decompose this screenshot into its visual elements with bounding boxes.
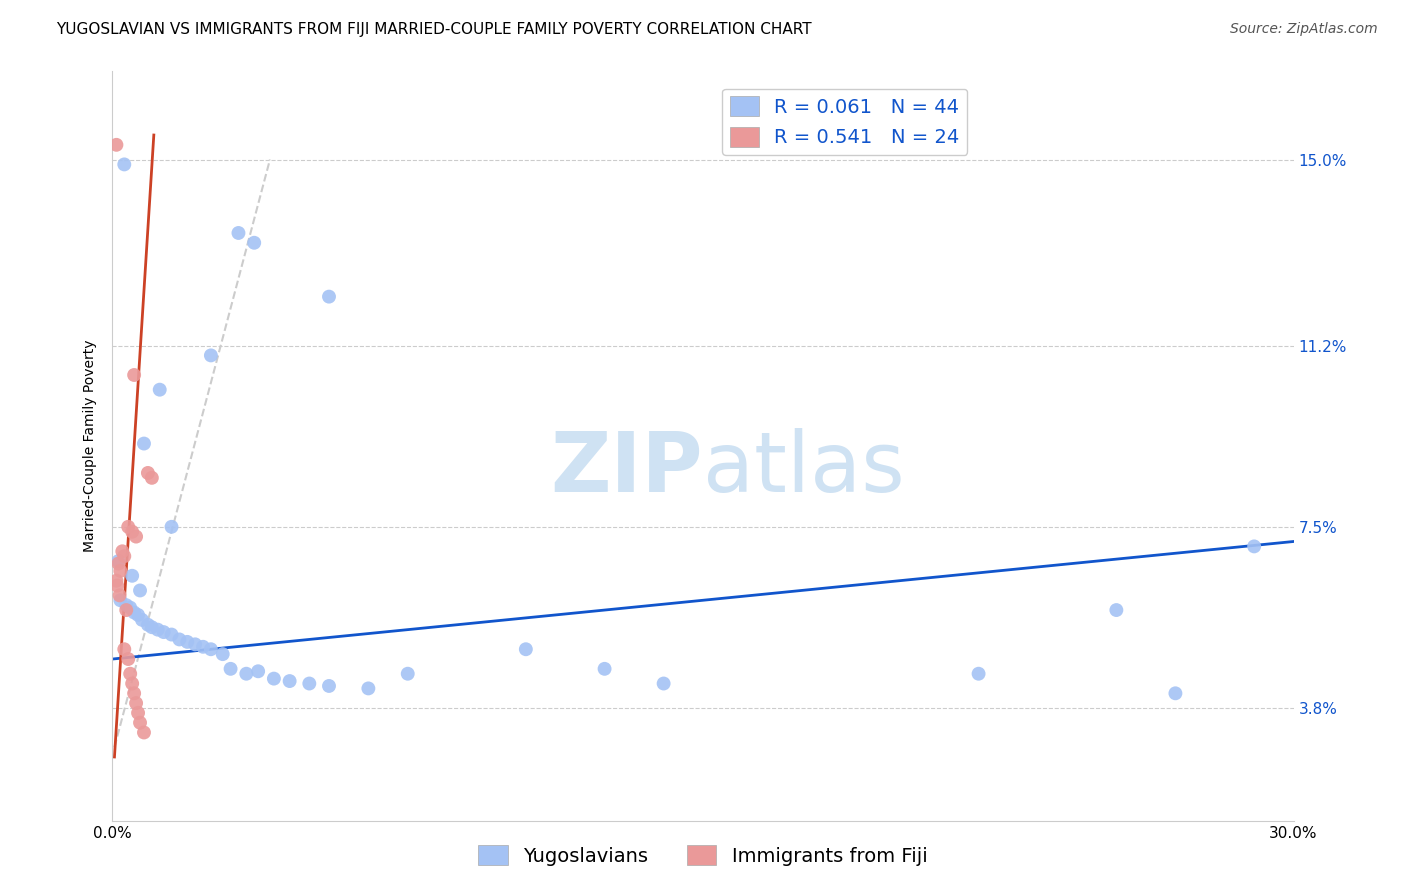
Text: YUGOSLAVIAN VS IMMIGRANTS FROM FIJI MARRIED-COUPLE FAMILY POVERTY CORRELATION CH: YUGOSLAVIAN VS IMMIGRANTS FROM FIJI MARR… [56,22,811,37]
Point [112,549,135,564]
Point [160,627,183,641]
Point [132,436,155,450]
Point [112,642,135,657]
Point [127,706,149,720]
Point [263,672,285,686]
Point [515,642,537,657]
Legend: Yugoslavians, Immigrants from Fiji: Yugoslavians, Immigrants from Fiji [471,838,935,873]
Point [200,642,222,657]
Point [132,725,155,739]
Point [191,640,214,654]
Point [1243,540,1265,554]
Point [110,593,132,607]
Point [122,368,145,382]
Point [652,676,675,690]
Point [149,383,172,397]
Point [122,606,145,620]
Point [107,557,129,571]
Legend: R = 0.061   N = 44, R = 0.541   N = 24: R = 0.061 N = 44, R = 0.541 N = 24 [721,88,967,155]
Point [146,623,169,637]
Point [121,524,143,539]
Point [120,600,142,615]
Point [278,674,301,689]
Point [136,617,159,632]
Point [1105,603,1128,617]
Text: ZIP: ZIP [551,428,703,509]
Point [125,530,148,544]
Point [112,157,135,171]
Point [141,620,163,634]
Point [108,588,131,602]
Point [129,715,152,730]
Point [110,564,132,578]
Point [357,681,380,696]
Point [125,696,148,710]
Point [117,652,139,666]
Point [105,578,128,592]
Point [176,635,198,649]
Text: atlas: atlas [703,428,904,509]
Point [247,665,270,679]
Point [115,598,138,612]
Point [105,574,128,588]
Point [318,679,340,693]
Point [121,676,143,690]
Point [219,662,242,676]
Point [211,647,233,661]
Point [111,544,134,558]
Point [121,568,143,582]
Point [129,583,152,598]
Point [122,686,145,700]
Point [152,625,174,640]
Point [396,666,419,681]
Point [136,466,159,480]
Point [298,676,321,690]
Point [235,666,257,681]
Point [117,520,139,534]
Point [120,666,142,681]
Point [243,235,266,250]
Point [160,520,183,534]
Point [131,613,153,627]
Point [107,554,129,568]
Point [593,662,616,676]
Text: Source: ZipAtlas.com: Source: ZipAtlas.com [1230,22,1378,37]
Point [141,471,163,485]
Point [228,226,250,240]
Point [967,666,990,681]
Point [200,348,222,362]
Y-axis label: Married-Couple Family Poverty: Married-Couple Family Poverty [83,340,97,552]
Point [105,137,128,152]
Point [184,637,207,651]
Point [169,632,191,647]
Point [115,603,138,617]
Point [1164,686,1187,700]
Point [127,607,149,622]
Point [318,290,340,304]
